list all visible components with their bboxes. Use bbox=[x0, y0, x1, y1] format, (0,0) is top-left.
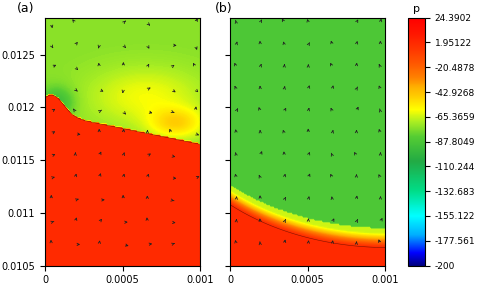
Title: p: p bbox=[413, 4, 420, 14]
Text: (b): (b) bbox=[214, 2, 232, 15]
Text: (a): (a) bbox=[17, 2, 34, 15]
